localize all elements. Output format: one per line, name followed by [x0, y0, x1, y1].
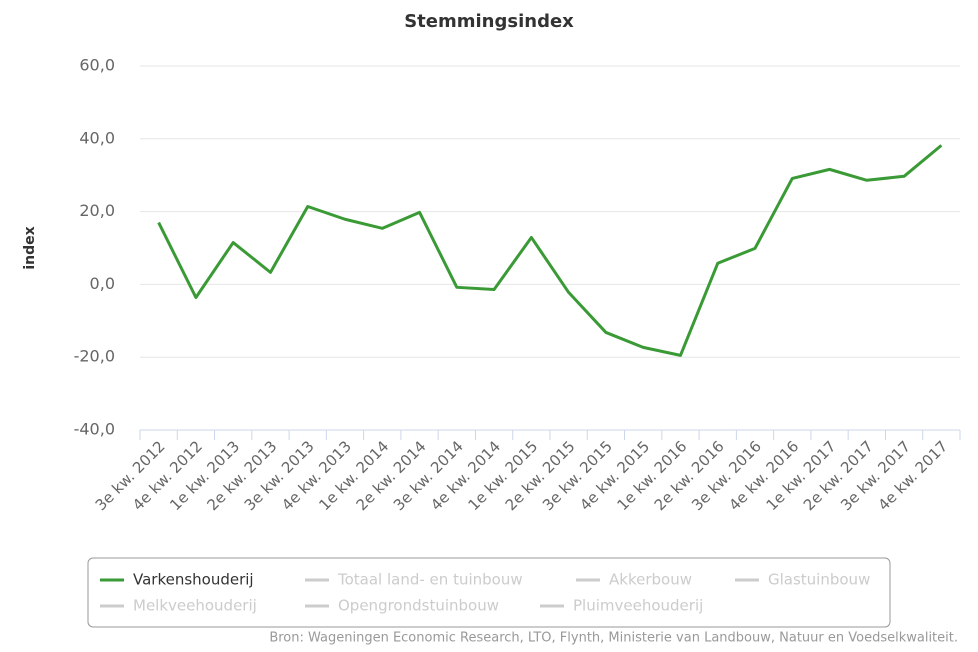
legend-item[interactable]: Varkenshouderij	[133, 571, 254, 589]
legend-item[interactable]: Totaal land- en tuinbouw	[337, 571, 523, 589]
legend-item[interactable]: Pluimveehouderij	[573, 597, 703, 615]
chart-title: Stemmingsindex	[404, 11, 574, 32]
y-tick-label: -20,0	[74, 347, 115, 366]
series-line	[157, 144, 943, 357]
legend-item[interactable]: Glastuinbouw	[768, 571, 870, 589]
legend-box	[87, 557, 891, 628]
legend-item[interactable]: Akkerbouw	[609, 571, 692, 589]
source: Bron: Wageningen Economic Research, LTO,…	[269, 631, 958, 646]
legend-item[interactable]: Opengrondstuinbouw	[338, 597, 499, 615]
y-tick-label: 60,0	[79, 56, 115, 75]
y-tick-label: -40,0	[74, 420, 115, 439]
legend-item[interactable]: Melkveehouderij	[133, 597, 257, 615]
y-tick-label: 0,0	[90, 274, 115, 293]
y-axis-title: index	[22, 226, 38, 269]
y-tick-label: 20,0	[79, 201, 115, 220]
y-tick-label: 40,0	[79, 128, 115, 147]
